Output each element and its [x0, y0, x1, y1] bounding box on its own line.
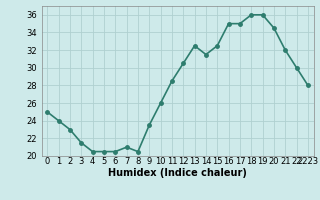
X-axis label: Humidex (Indice chaleur): Humidex (Indice chaleur): [108, 168, 247, 178]
